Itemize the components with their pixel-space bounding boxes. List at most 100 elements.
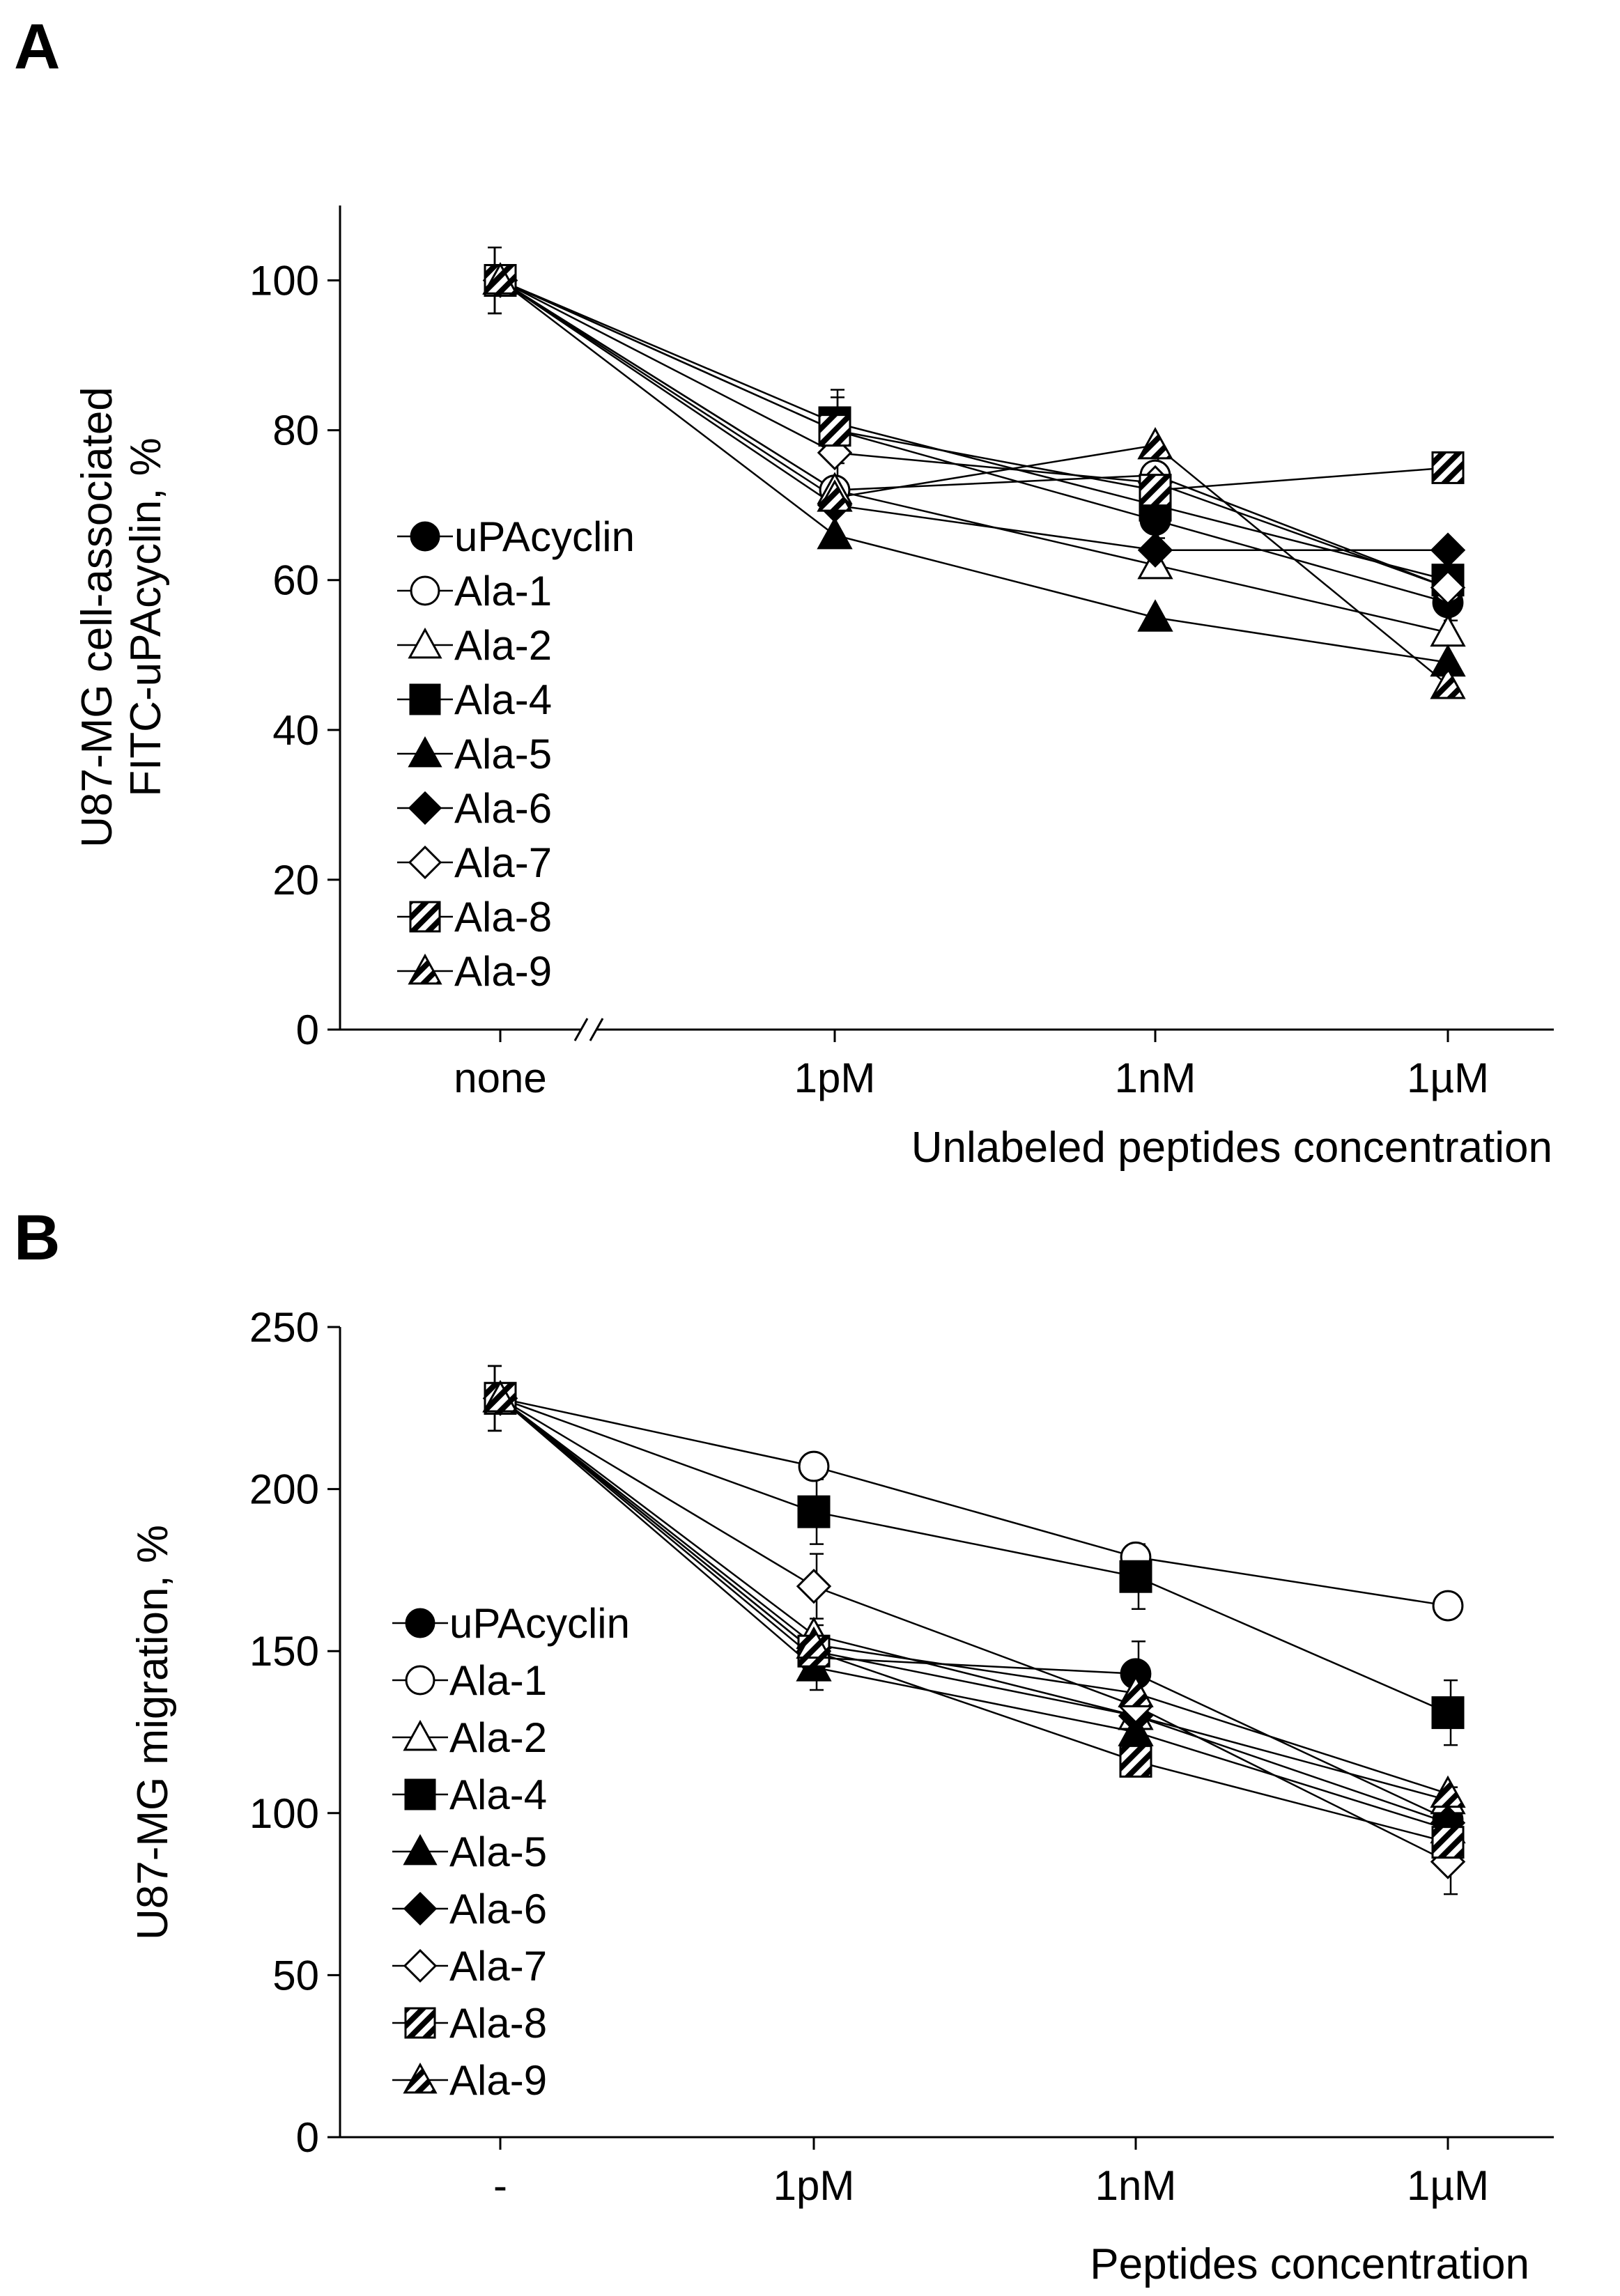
legend-marker-upacyclin <box>410 521 440 552</box>
y-tick-label: 20 <box>272 857 319 903</box>
axis-break-mark <box>589 1018 604 1041</box>
legend-label-a: Ala-8 <box>454 894 552 940</box>
y-tick-label: 100 <box>249 1790 319 1837</box>
y-tick-label: 150 <box>249 1628 319 1675</box>
y-tick-label: 200 <box>249 1466 319 1513</box>
legend-marker-upacyclin <box>405 1608 435 1638</box>
x-tick-label: none <box>454 1055 546 1101</box>
y-tick-label: 0 <box>296 1007 319 1053</box>
x-tick-label: 1µM <box>1407 1055 1489 1101</box>
data-point-ala-9 <box>1430 1775 1466 1808</box>
legend-label-b: Ala-9 <box>449 2057 547 2104</box>
data-point-ala-7 <box>1430 570 1466 605</box>
legend-marker-ala-9 <box>408 953 442 985</box>
legend-marker-ala-8 <box>409 901 441 933</box>
data-point-ala-7 <box>796 1568 832 1604</box>
legend-marker-ala-8 <box>404 2007 436 2039</box>
panel-label-a: A <box>14 11 60 82</box>
y-tick-label: 0 <box>296 2114 319 2161</box>
series-line-ala-2 <box>500 1397 1449 1801</box>
legend-label-a: Ala-7 <box>454 839 552 886</box>
y-axis-title: U87-MG migration, % <box>129 1525 177 1940</box>
series-line-ala-9 <box>500 1397 1449 1795</box>
y-tick-label: 250 <box>249 1304 319 1351</box>
y-axis-title: U87-MG cell-associatedFITC-uPAcyclin, % <box>73 387 170 848</box>
series-line-ala-1 <box>500 279 1449 589</box>
data-point-ala-4 <box>1431 1696 1465 1730</box>
legend-label-b: Ala-2 <box>449 1714 547 1761</box>
data-point-ala-9 <box>1430 667 1466 699</box>
legend-label-b: uPAcyclin <box>449 1600 630 1647</box>
legend-marker-ala-7 <box>408 845 442 880</box>
data-point-ala-9 <box>796 1626 832 1659</box>
data-point-ala-8 <box>1431 451 1465 484</box>
legend-label-b: Ala-6 <box>449 1886 547 1932</box>
y-tick-label: 80 <box>272 408 319 454</box>
legend-label-a: Ala-9 <box>454 948 552 995</box>
data-point-ala-7 <box>817 435 853 471</box>
x-tick-label: 1µM <box>1407 2162 1489 2209</box>
y-axis-title-line: U87-MG cell-associated <box>73 387 121 848</box>
legend-marker-ala-7 <box>403 1948 438 1983</box>
legend-label-a: Ala-2 <box>454 622 552 669</box>
data-point-ala-9 <box>1137 426 1173 460</box>
x-axis-title: Unlabeled peptides concentration <box>911 1124 1552 1172</box>
legend-marker-ala-6 <box>403 1891 438 1926</box>
series-line-ala-9 <box>500 279 1449 686</box>
y-axis-title-line: U87-MG migration, % <box>129 1525 177 1940</box>
legend-label-b: Ala-4 <box>449 1771 547 1818</box>
y-tick-label: 100 <box>249 258 319 304</box>
legend-label-b: Ala-8 <box>449 2000 547 2047</box>
data-point-ala-9 <box>1118 1675 1154 1707</box>
data-point-ala-5 <box>817 516 853 550</box>
series-line-ala-6 <box>500 1397 1449 1824</box>
series-line-ala-4 <box>500 279 1449 581</box>
legend-label-a: Ala-4 <box>454 676 552 723</box>
data-point-ala-2 <box>1430 614 1466 647</box>
x-axis-title: Peptides concentration <box>1090 2240 1529 2288</box>
data-point-ala-9 <box>817 479 853 512</box>
series-line-ala-8 <box>500 1397 1449 1843</box>
data-point-ala-6 <box>1430 532 1466 568</box>
data-point-ala-8 <box>818 414 851 447</box>
data-point-ala-5 <box>1137 599 1173 632</box>
y-tick-label: 40 <box>272 707 319 754</box>
series-line-ala-7 <box>500 1397 1449 1863</box>
chart-panel-a: 0 20 40 60 80 100 none 1pM 1nM 1µM U87-MG cell-ass… <box>73 205 1554 1172</box>
x-tick-label: 1nM <box>1115 1055 1196 1101</box>
data-point-ala-1 <box>1432 1590 1464 1622</box>
legend-marker-ala-4 <box>404 1778 436 1810</box>
data-point-ala-8 <box>1431 1826 1465 1859</box>
legend-label-a: Ala-5 <box>454 731 552 777</box>
series-line-ala-4 <box>500 1397 1449 1714</box>
legend-label-a: uPAcyclin <box>454 513 635 560</box>
chart-panel-b: 0 50 100 150 200 250 - 1pM 1nM 1µM U87-MG migratio… <box>129 1304 1554 2288</box>
y-tick-label: 60 <box>272 557 319 604</box>
legend-marker-ala-1 <box>410 575 440 606</box>
series-line-ala-1 <box>500 1397 1449 1607</box>
series-line-ala-5 <box>500 1397 1449 1831</box>
data-point-ala-8 <box>1119 1744 1152 1778</box>
series-line-upacyclin <box>500 279 1449 604</box>
legend-marker-ala-5 <box>403 1833 438 1866</box>
legend-label-a: Ala-1 <box>454 568 552 614</box>
legend-label-a: Ala-6 <box>454 785 552 832</box>
x-tick-label: 1pM <box>773 2162 855 2209</box>
legend-marker-ala-1 <box>405 1665 435 1696</box>
data-point-ala-9 <box>482 262 518 295</box>
x-tick-label: 1pM <box>794 1055 876 1101</box>
series-line-ala-6 <box>500 279 1448 551</box>
x-tick-label: 1nM <box>1095 2162 1177 2209</box>
legend-marker-ala-6 <box>408 791 442 825</box>
panel-label-b: B <box>14 1202 60 1273</box>
data-point-ala-6 <box>1137 532 1173 568</box>
legend-marker-ala-4 <box>409 683 441 715</box>
legend-label-b: Ala-1 <box>449 1657 547 1704</box>
series-line-ala-5 <box>500 279 1449 664</box>
data-point-ala-8 <box>1139 474 1172 507</box>
series-line-ala-8 <box>500 279 1449 491</box>
legend-marker-ala-2 <box>403 1719 438 1751</box>
data-point-ala-1 <box>798 1450 830 1482</box>
y-tick-label: 50 <box>272 1952 319 1999</box>
series-line-ala-7 <box>500 279 1449 589</box>
